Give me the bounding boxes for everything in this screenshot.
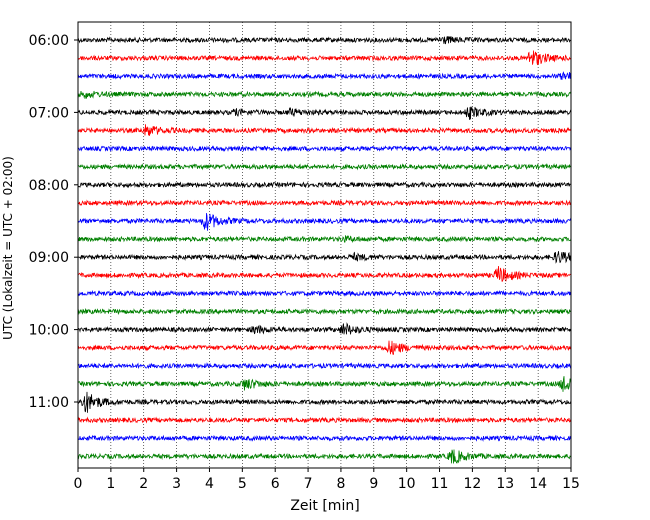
trace-0630 [77,71,572,80]
y-tick-label: 06:00 [29,33,69,49]
trace-1115 [77,416,572,424]
x-tick-label: 2 [139,476,148,492]
trace-1000 [77,322,572,335]
trace-1030 [77,362,572,370]
x-tick-label: 0 [74,476,83,492]
x-tick-label: 3 [172,476,181,492]
trace-0615 [77,50,572,66]
grid-lines [110,22,539,468]
y-tick-label: 08:00 [29,178,69,194]
x-tick-label: 11 [431,476,449,492]
trace-0930 [77,289,572,298]
x-tick-label: 6 [271,476,280,492]
trace-1130 [77,434,572,442]
trace-0800 [77,181,572,189]
trace-1145 [77,449,572,464]
trace-0830 [77,213,572,231]
y-tick-label: 11:00 [29,395,69,411]
trace-1100 [77,391,572,413]
x-tick-label: 13 [496,476,514,492]
x-tick-label: 5 [238,476,247,492]
seismogram-traces [77,36,572,464]
x-axis-ticks: 0 1 2 3 4 5 6 7 8 9 10 11 12 13 14 15 [74,468,580,492]
x-tick-label: 7 [304,476,313,492]
trace-0600 [77,36,571,45]
y-axis-ticks: 06:00 07:00 08:00 09:00 10:00 11:00 [29,33,78,411]
trace-0645 [77,90,572,99]
x-tick-label: 8 [336,476,345,492]
trace-0945 [77,307,572,316]
x-tick-label: 14 [529,476,547,492]
trace-1015 [77,340,572,355]
x-tick-label: 10 [398,476,416,492]
x-tick-label: 1 [106,476,115,492]
plot-frame [77,21,572,469]
trace-0845 [77,235,572,244]
y-tick-label: 10:00 [29,323,69,339]
trace-0730 [77,145,572,153]
y-tick-label: 07:00 [29,105,69,121]
x-axis-label: Zeit [min] [290,498,359,514]
x-tick-label: 4 [205,476,214,492]
trace-0900 [77,251,572,264]
trace-0715 [77,124,572,136]
trace-0700 [77,106,572,120]
trace-0915 [77,265,572,282]
trace-0745 [77,163,572,171]
x-tick-label: 12 [463,476,481,492]
y-tick-label: 09:00 [29,250,69,266]
x-tick-label: 9 [369,476,378,492]
trace-1045 [77,376,572,392]
x-tick-label: 15 [562,476,580,492]
trace-0815 [77,199,572,207]
y-axis-label: UTC (Lokalzeit = UTC + 02:00) [1,156,15,340]
